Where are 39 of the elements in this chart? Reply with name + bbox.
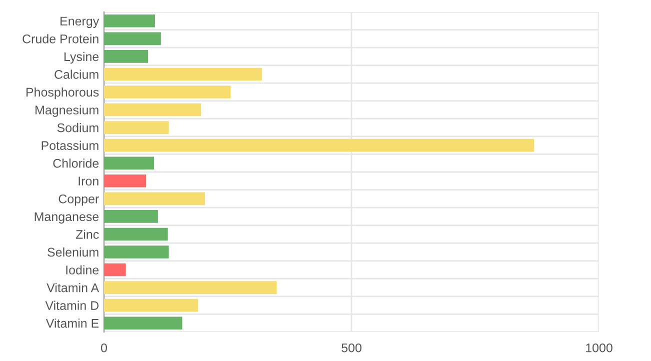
y-tick-label: Potassium [42, 140, 98, 150]
bar [104, 192, 205, 206]
bar [104, 316, 182, 330]
y-tick-label: Phosphorous [26, 87, 99, 100]
bar [104, 246, 169, 258]
x-tick-label: 0 [101, 343, 107, 352]
bar [104, 281, 277, 294]
bar [104, 68, 262, 81]
bar [104, 298, 198, 312]
y-tick-label: Energy [60, 16, 100, 28]
bar [104, 138, 534, 152]
y-tick-label: Selenium [48, 247, 98, 257]
bar [104, 156, 154, 170]
bar [104, 14, 155, 28]
y-tick-label: Vitamin E [46, 318, 99, 328]
y-tick-label: Chloride [53, 158, 99, 168]
bar [104, 210, 158, 223]
x-tick-label: 1000 [586, 343, 612, 352]
y-tick-label: Sodium [57, 123, 98, 132]
y-tick-label: Iodine [66, 265, 99, 274]
bar [104, 263, 126, 276]
bar [104, 103, 202, 116]
y-tick-label: Copper [58, 194, 99, 206]
y-tick-label: Calcium [54, 70, 98, 79]
y-tick-label: Crude Protein [22, 34, 98, 44]
x-tick-label: 500 [342, 343, 362, 352]
y-tick-label: Iron [78, 176, 98, 186]
bar [104, 86, 231, 98]
bar [104, 32, 161, 46]
bar [104, 174, 146, 188]
bar [104, 50, 148, 63]
y-tick-label: Zinc [76, 230, 99, 239]
y-tick-label: Magnesium [36, 105, 98, 117]
y-tick-label: Vitamin D [45, 300, 99, 310]
y-tick-label: Lysine [64, 52, 99, 64]
y-tick-label: Manganese [34, 212, 99, 224]
bar [104, 121, 169, 134]
y-tick-label: Vitamin A [46, 283, 100, 292]
bar [104, 228, 168, 241]
